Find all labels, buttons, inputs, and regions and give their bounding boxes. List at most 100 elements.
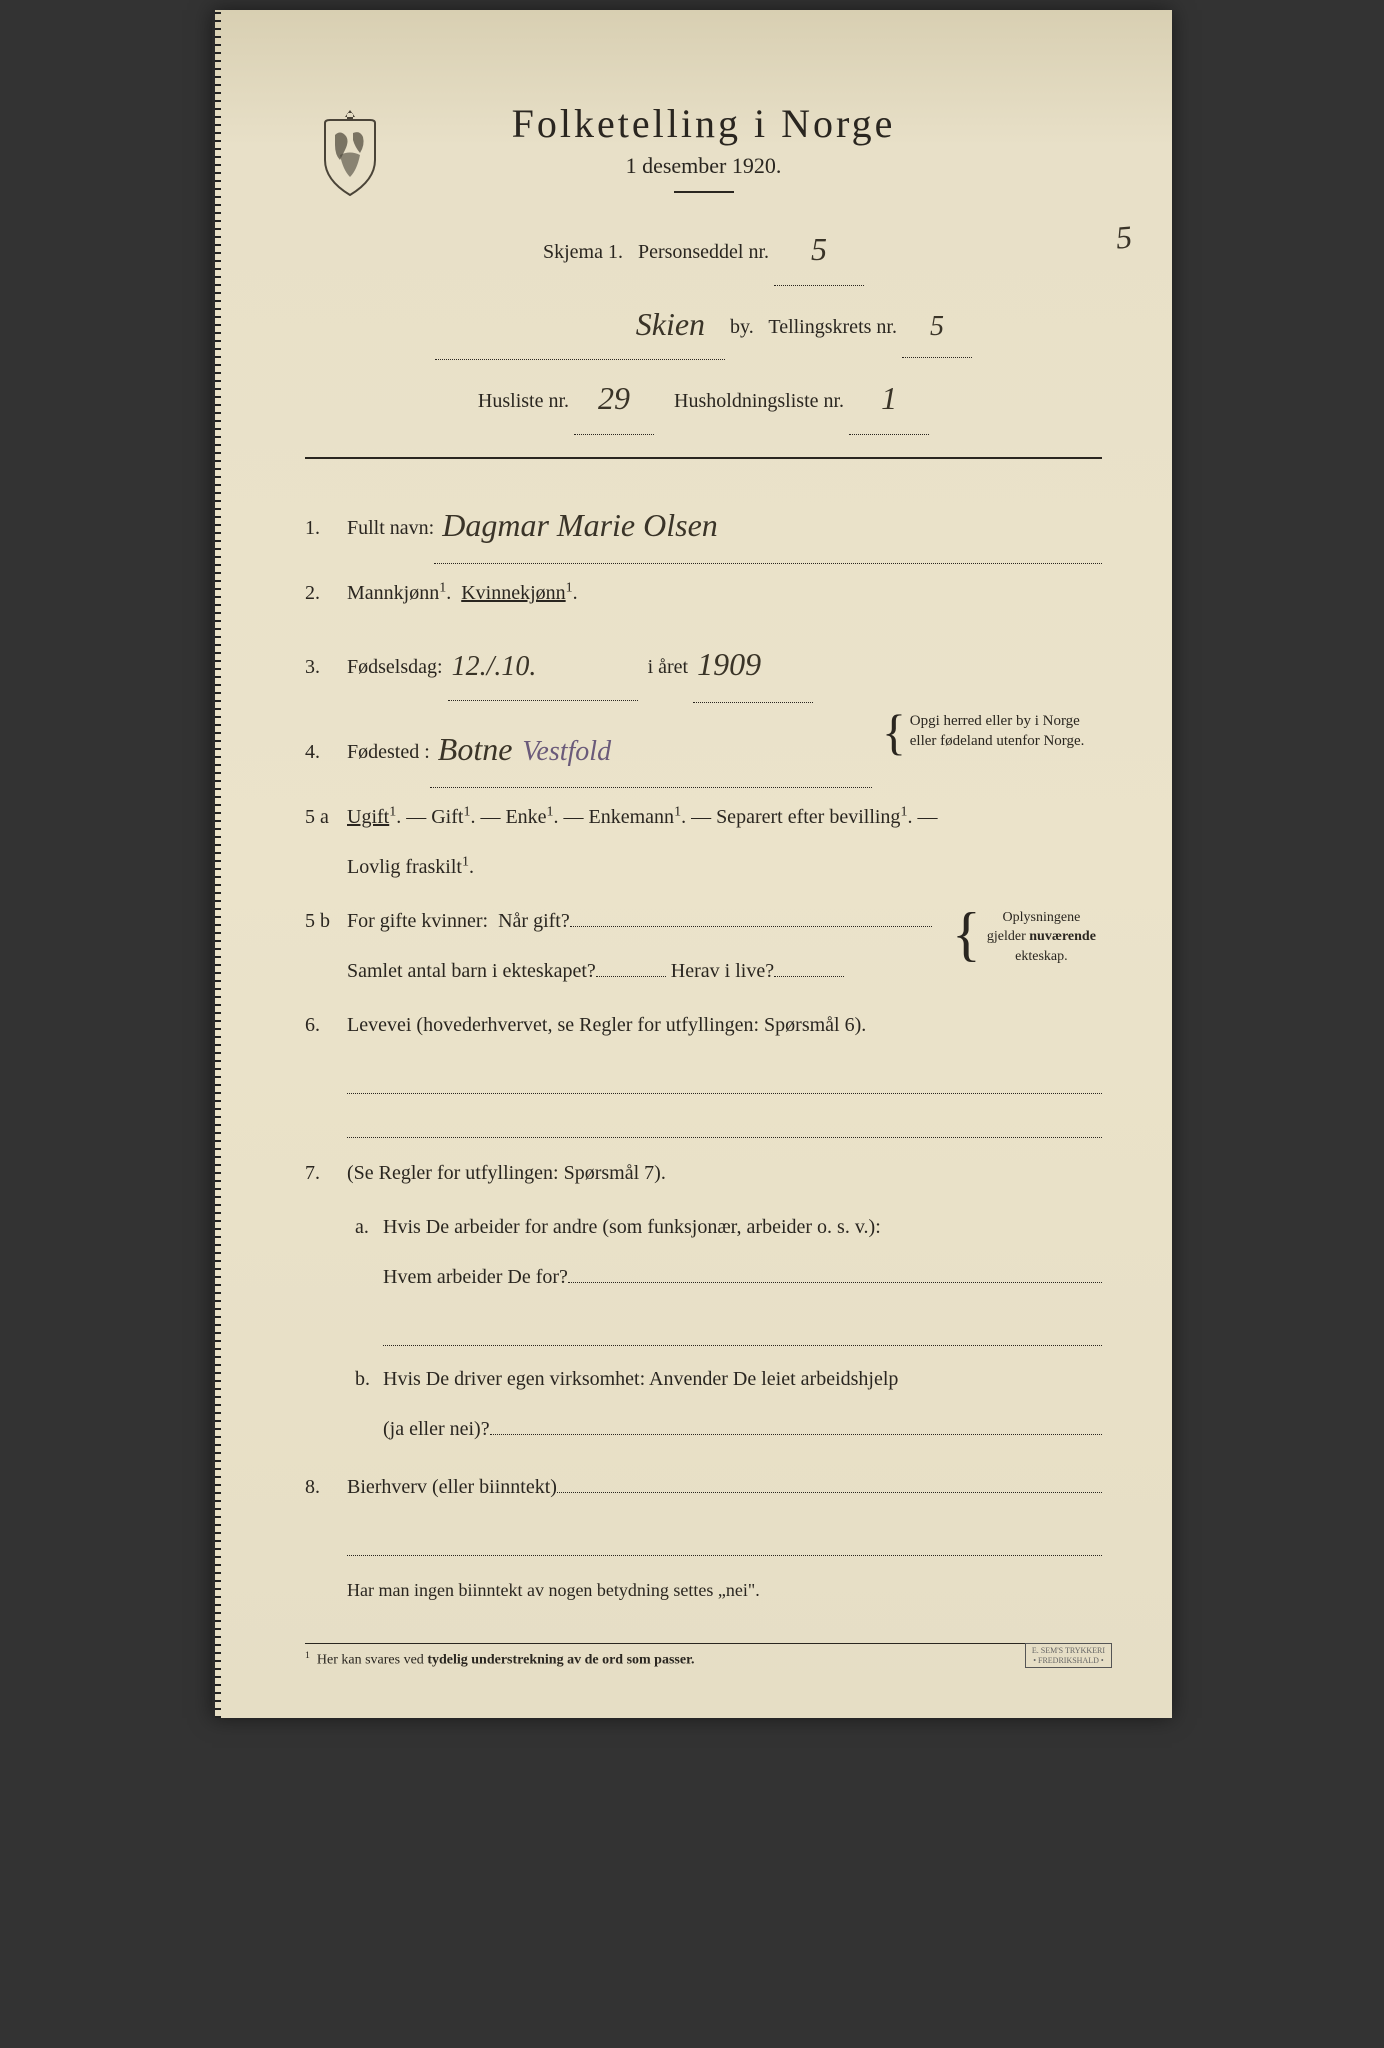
tellingskrets-field: 5: [902, 293, 972, 358]
q5b-side3: ekteskap.: [1015, 949, 1067, 964]
q7b-line1: Hvis De driver egen virksomhet: Anvender…: [383, 1368, 898, 1390]
q5a-opt0: Ugift: [347, 806, 389, 828]
q7a-row: a. Hvis De arbeider for andre (som funks…: [355, 1202, 1102, 1346]
q3-content: Fødselsdag: 12./.10. i året 1909: [347, 622, 1102, 703]
brace-icon: {: [952, 904, 981, 964]
q5a-row: 5 a Ugift1. — Gift1. — Enke1. — Enkemann…: [305, 792, 1102, 892]
header-divider: [305, 457, 1102, 459]
q4-line: Fødested : Botne Vestfold: [347, 707, 872, 788]
q5b-line2: Samlet antal barn i ekteskapet? Herav i …: [347, 946, 932, 996]
q7-content: (Se Regler for utfyllingen: Spørsmål 7).: [347, 1148, 1102, 1198]
q4-label: Fødested :: [347, 727, 430, 777]
title-rule: [674, 191, 734, 193]
husholdningsliste-field: 1: [849, 360, 929, 435]
q1-row: 1. Fullt navn: Dagmar Marie Olsen: [305, 483, 1102, 564]
q1-value: Dagmar Marie Olsen: [442, 507, 718, 543]
q7b-line2-wrap: (ja eller nei)?: [383, 1404, 1102, 1454]
q4-field: Botne Vestfold: [430, 707, 872, 788]
q7a-content: Hvis De arbeider for andre (som funksjon…: [383, 1202, 1102, 1346]
q1-label: Fullt navn:: [347, 503, 434, 553]
q4-side-b: eller fødeland utenfor Norge.: [910, 733, 1085, 749]
q5a-opt4: Separert efter bevilling: [716, 806, 900, 828]
q7a-line2-wrap: Hvem arbeider De for?: [383, 1252, 1102, 1302]
header-row-2: Skien by. Tellingskrets nr. 5: [305, 286, 1102, 361]
personseddel-value: 5: [811, 231, 827, 267]
q7b-field: [490, 1434, 1102, 1435]
q7a-letter: a.: [355, 1202, 383, 1252]
q5b-intro: For gifte kvinner:: [347, 896, 488, 946]
q7a-line1: Hvis De arbeider for andre (som funksjon…: [383, 1216, 881, 1238]
by-label: by.: [730, 316, 754, 338]
census-form-page: Folketelling i Norge 1 desember 1920. 5 …: [212, 10, 1172, 1718]
husliste-label: Husliste nr.: [478, 390, 569, 412]
personseddel-field: 5: [774, 211, 864, 286]
q7-num: 7.: [305, 1148, 347, 1198]
q8-blank: [347, 1518, 1102, 1556]
q5a-opt2: Enke: [505, 806, 546, 828]
q5b-side1: Oplysningene: [1003, 910, 1081, 925]
q5b-alive-label: Herav i live?: [671, 946, 774, 996]
stamp-line1: E. SEM'S TRYKKERI: [1032, 1646, 1105, 1655]
q8-num: 8.: [305, 1462, 347, 1512]
header-row-1: Skjema 1. Personseddel nr. 5: [305, 211, 1102, 286]
by-value: Skien: [636, 306, 705, 342]
q8-line: Bierhverv (eller biinntekt): [347, 1462, 1102, 1512]
q3-day-value: 12./.10.: [452, 651, 537, 682]
q3-day-field: 12./.10.: [448, 630, 638, 701]
q3-row: 3. Fødselsdag: 12./.10. i året 1909: [305, 622, 1102, 703]
margin-annotation: 5: [1113, 200, 1135, 275]
husliste-field: 29: [574, 360, 654, 435]
q3-year-value: 1909: [697, 646, 761, 682]
husholdningsliste-value: 1: [881, 380, 897, 416]
printer-stamp: E. SEM'S TRYKKERI • FREDRIKSHALD •: [1025, 1643, 1112, 1668]
q2-option-b: Kvinnekjønn: [461, 582, 565, 604]
footnote: 1 Her kan svares ved tydelig understrekn…: [305, 1643, 1102, 1669]
main-title: Folketelling i Norge: [305, 100, 1102, 147]
husliste-value: 29: [598, 380, 630, 416]
q8-row: 8. Bierhverv (eller biinntekt) Har man i…: [305, 1462, 1102, 1613]
stamp-line2: • FREDRIKSHALD •: [1033, 1656, 1104, 1665]
header-row-3: Husliste nr. 29 Husholdningsliste nr. 1: [305, 360, 1102, 435]
q3-year-label: i året: [648, 656, 689, 678]
q2-option-a: Mannkjønn: [347, 582, 439, 604]
q7a-blank: [383, 1308, 1102, 1346]
q1-num: 1.: [305, 503, 347, 553]
title-block: Folketelling i Norge 1 desember 1920.: [305, 100, 1102, 193]
q7b-letter: b.: [355, 1354, 383, 1404]
q4-row: 4. Fødested : Botne Vestfold { Opgi herr…: [305, 707, 1102, 788]
q6-num: 6.: [305, 1000, 347, 1050]
brace-icon: {: [882, 707, 906, 757]
q8-footer: Har man ingen biinntekt av nogen betydni…: [347, 1568, 1102, 1613]
q5b-line1: For gifte kvinner: Når gift?: [347, 896, 932, 946]
q1-content: Fullt navn: Dagmar Marie Olsen: [347, 483, 1102, 564]
questions: 1. Fullt navn: Dagmar Marie Olsen 2. Man…: [305, 483, 1102, 1613]
tellingskrets-value: 5: [930, 311, 944, 342]
q1-field: Dagmar Marie Olsen: [434, 483, 1102, 564]
footnote-text: Her kan svares ved tydelig understreknin…: [317, 1652, 695, 1667]
header-fields: 5 Skjema 1. Personseddel nr. 5 Skien by.…: [305, 211, 1102, 435]
q7b-line2: (ja eller nei)?: [383, 1404, 490, 1454]
q3-label: Fødselsdag:: [347, 656, 448, 678]
q5a-opt5: Lovlig fraskilt: [347, 856, 462, 878]
q4-value: Botne: [438, 731, 513, 767]
q5b-children-field: [596, 957, 666, 977]
q7b-row: b. Hvis De driver egen virksomhet: Anven…: [355, 1354, 1102, 1454]
q8-content: Bierhverv (eller biinntekt) Har man inge…: [347, 1462, 1102, 1613]
q7a-line2: Hvem arbeider De for?: [383, 1252, 568, 1302]
q7-row: 7. (Se Regler for utfyllingen: Spørsmål …: [305, 1148, 1102, 1198]
q7a-field: [568, 1282, 1102, 1283]
q6-label: Levevei (hovederhvervet, se Regler for u…: [347, 1014, 866, 1036]
q6-content: Levevei (hovederhvervet, se Regler for u…: [347, 1000, 1102, 1138]
q5a-content: Ugift1. — Gift1. — Enke1. — Enkemann1. —…: [347, 792, 1102, 892]
tellingskrets-label: Tellingskrets nr.: [768, 316, 897, 338]
personseddel-label: Personseddel nr.: [638, 241, 769, 263]
page-perforation: [215, 10, 221, 1718]
q5b-when-field: [570, 926, 932, 927]
q5b-num: 5 b: [305, 896, 347, 946]
q7-intro: (Se Regler for utfyllingen: Spørsmål 7).: [347, 1162, 666, 1184]
q5b-alive-field: [774, 957, 844, 977]
q5a-num: 5 a: [305, 792, 347, 842]
q5b-side2: gjelder nuværende: [987, 929, 1096, 944]
q4-side-a: Opgi herred eller by i Norge: [910, 713, 1080, 729]
q6-blank1: [347, 1056, 1102, 1094]
